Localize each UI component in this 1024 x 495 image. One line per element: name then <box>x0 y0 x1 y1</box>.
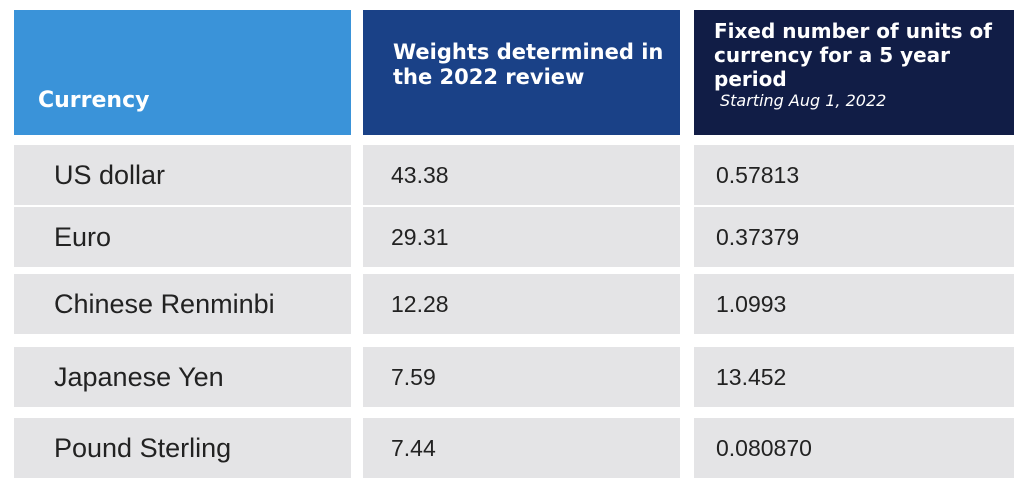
cell-currency: Pound Sterling <box>14 418 351 478</box>
cell-weight: 12.28 <box>363 274 680 334</box>
cell-currency: US dollar <box>14 145 351 205</box>
cell-weight: 7.44 <box>363 418 680 478</box>
cell-units: 0.37379 <box>694 207 1014 267</box>
header-units-label: Fixed number of units of currency for a … <box>714 19 992 91</box>
cell-units: 0.57813 <box>694 145 1014 205</box>
cell-weight: 29.31 <box>363 207 680 267</box>
header-units-subtitle: Starting Aug 1, 2022 <box>720 91 887 110</box>
cell-units: 13.452 <box>694 347 1014 407</box>
header-currency-label: Currency <box>38 88 150 113</box>
header-weights: Weights determined in the 2022 review <box>363 10 680 135</box>
cell-currency: Japanese Yen <box>14 347 351 407</box>
header-units: Fixed number of units of currency for a … <box>694 10 1014 135</box>
header-currency: Currency <box>14 10 351 135</box>
cell-units: 1.0993 <box>694 274 1014 334</box>
cell-weight: 7.59 <box>363 347 680 407</box>
cell-currency: Chinese Renminbi <box>14 274 351 334</box>
currency-weights-table: Currency Weights determined in the 2022 … <box>14 10 1014 488</box>
cell-units: 0.080870 <box>694 418 1014 478</box>
header-weights-label: Weights determined in the 2022 review <box>393 40 664 89</box>
cell-currency: Euro <box>14 207 351 267</box>
cell-weight: 43.38 <box>363 145 680 205</box>
